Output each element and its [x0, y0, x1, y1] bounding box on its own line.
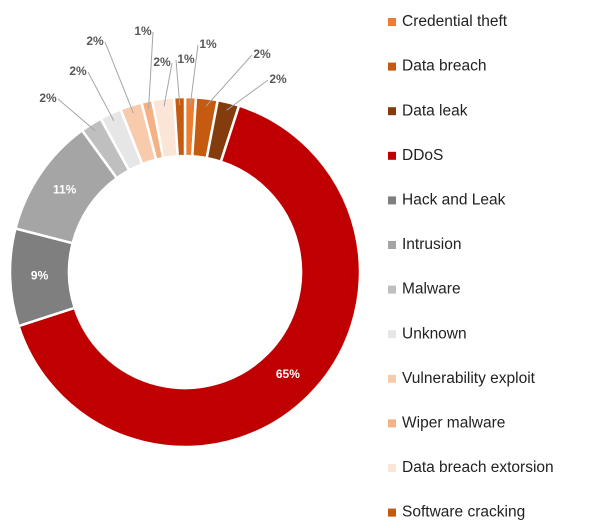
legend-label: Credential theft [402, 13, 508, 30]
data-label: 2% [153, 55, 171, 69]
legend-swatch [388, 196, 396, 205]
legend-swatch [388, 151, 396, 160]
data-label: 1% [134, 24, 152, 38]
leader-line [148, 31, 154, 110]
legend-label: Vulnerability exploit [402, 370, 536, 387]
leader-line [57, 98, 96, 132]
data-label: 2% [69, 64, 87, 78]
donut-slice [16, 103, 362, 449]
legend-label: DDoS [402, 147, 443, 164]
leader-line [87, 71, 115, 122]
donut-slice [172, 95, 187, 158]
data-label: 11% [53, 182, 77, 196]
data-label: 1% [199, 37, 217, 51]
leader-line [226, 79, 269, 111]
data-label: 65% [276, 367, 300, 381]
legend-swatch [388, 330, 396, 339]
legend-label: Data breach [402, 58, 486, 75]
data-label: 2% [39, 91, 57, 105]
leader-line [205, 54, 253, 107]
legend-swatch [388, 419, 396, 428]
legend-label: Unknown [402, 325, 467, 342]
data-label: 2% [269, 72, 287, 86]
legend-swatch [388, 62, 396, 71]
legend-swatch [388, 107, 396, 116]
legend-label: Software cracking [402, 504, 525, 521]
data-label: 9% [31, 269, 49, 283]
data-label: 2% [86, 34, 104, 48]
legend-swatch [388, 18, 396, 26]
legend-swatch [388, 241, 396, 249]
legend-label: Data leak [402, 102, 468, 119]
legend-swatch [388, 285, 396, 294]
leader-line [175, 59, 181, 106]
leader-line [163, 62, 173, 107]
data-label: 1% [177, 52, 195, 66]
legend-swatch [388, 374, 396, 383]
legend-label: Malware [402, 281, 461, 298]
legend-swatch [388, 508, 396, 517]
legend-label: Hack and Leak [402, 191, 506, 208]
legend-label: Intrusion [402, 236, 461, 253]
leader-line [104, 41, 134, 114]
legend-label: Wiper malware [402, 414, 505, 431]
leader-line [189, 44, 199, 106]
legend-label: Data breach extorsion [402, 459, 554, 476]
data-label: 2% [253, 47, 271, 61]
legend-swatch [388, 464, 396, 472]
